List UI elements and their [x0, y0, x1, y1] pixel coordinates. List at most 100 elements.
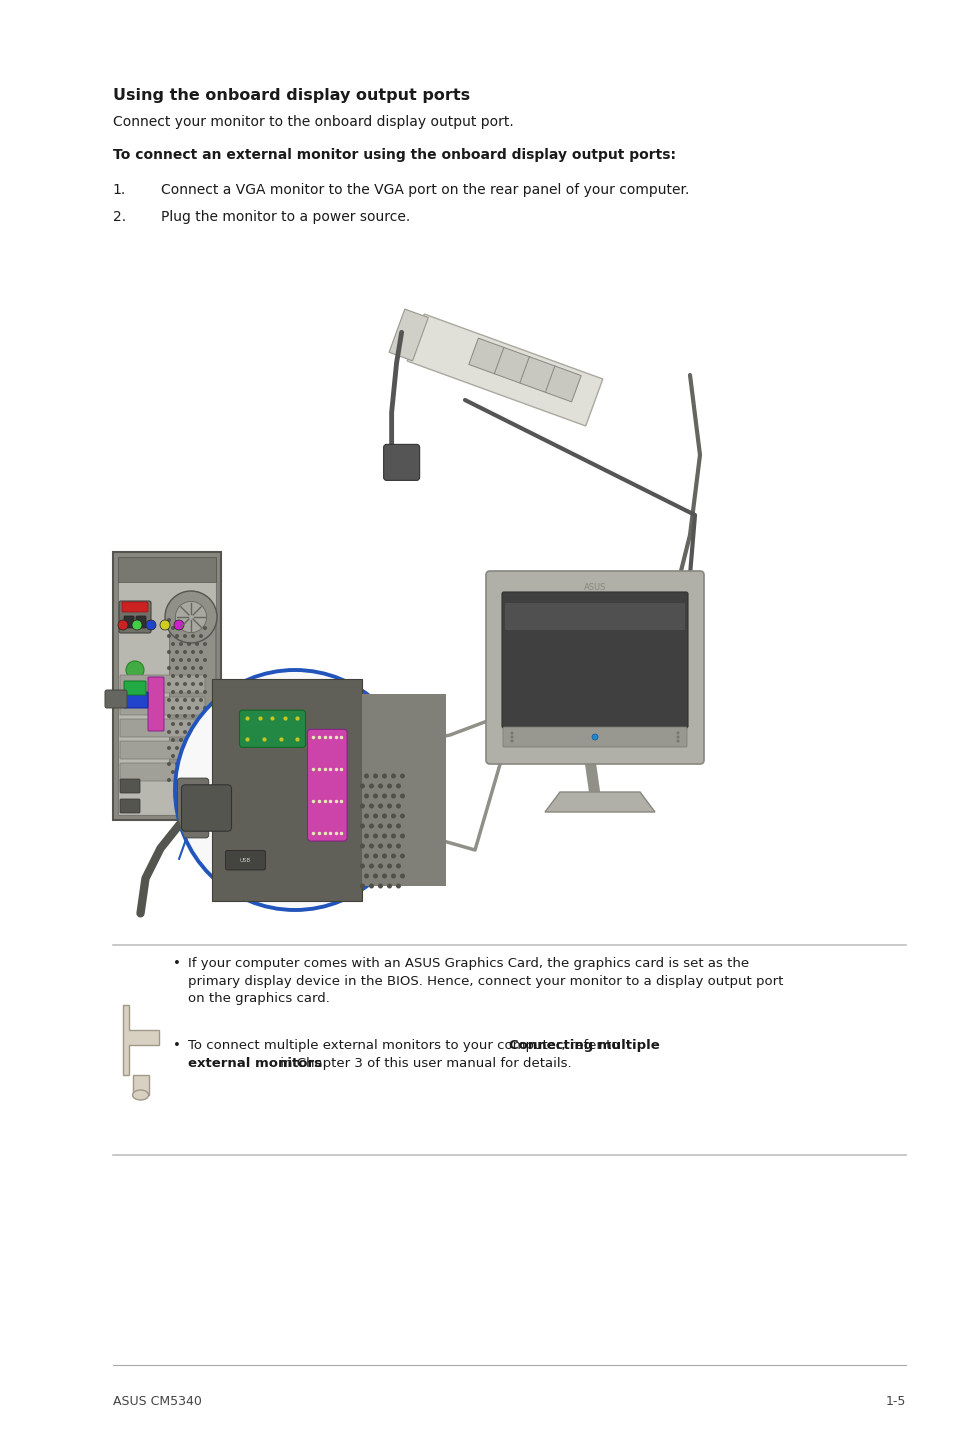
Circle shape — [364, 774, 369, 778]
Circle shape — [359, 863, 365, 869]
FancyBboxPatch shape — [177, 778, 209, 838]
Circle shape — [395, 863, 400, 869]
Circle shape — [203, 722, 207, 726]
Text: ASUS CM5340: ASUS CM5340 — [112, 1395, 201, 1408]
Circle shape — [175, 601, 207, 633]
Circle shape — [171, 690, 174, 695]
Text: Plug the monitor to a power source.: Plug the monitor to a power source. — [160, 210, 410, 224]
FancyBboxPatch shape — [181, 785, 232, 831]
Circle shape — [174, 715, 179, 718]
Circle shape — [391, 834, 395, 838]
Text: Using the onboard display output ports: Using the onboard display output ports — [112, 88, 469, 104]
Circle shape — [126, 661, 144, 679]
Circle shape — [165, 591, 216, 643]
Circle shape — [377, 883, 382, 889]
Circle shape — [191, 762, 194, 766]
Circle shape — [171, 722, 174, 726]
FancyBboxPatch shape — [120, 719, 205, 738]
Circle shape — [179, 626, 183, 630]
Text: 1.: 1. — [112, 183, 126, 197]
Circle shape — [191, 666, 194, 670]
Circle shape — [191, 618, 194, 623]
Circle shape — [171, 626, 174, 630]
FancyBboxPatch shape — [112, 552, 221, 820]
Circle shape — [194, 659, 199, 661]
Circle shape — [369, 824, 374, 828]
Circle shape — [183, 650, 187, 654]
Circle shape — [369, 784, 374, 788]
Circle shape — [179, 754, 183, 758]
Circle shape — [203, 754, 207, 758]
Text: •: • — [172, 958, 180, 971]
Circle shape — [399, 873, 405, 879]
Circle shape — [676, 739, 679, 742]
Circle shape — [167, 746, 171, 751]
Circle shape — [183, 746, 187, 751]
Circle shape — [160, 620, 170, 630]
Circle shape — [183, 762, 187, 766]
Circle shape — [194, 690, 199, 695]
Text: USB: USB — [240, 857, 251, 863]
Circle shape — [592, 733, 598, 741]
Circle shape — [174, 670, 415, 910]
FancyBboxPatch shape — [148, 677, 164, 731]
Circle shape — [364, 814, 369, 818]
Circle shape — [359, 844, 365, 848]
Circle shape — [510, 732, 513, 735]
FancyBboxPatch shape — [307, 729, 347, 841]
Circle shape — [359, 883, 365, 889]
Circle shape — [191, 746, 194, 751]
Circle shape — [187, 626, 191, 630]
Circle shape — [199, 778, 203, 782]
Polygon shape — [519, 357, 555, 393]
Polygon shape — [544, 792, 655, 812]
Circle shape — [187, 659, 191, 661]
Circle shape — [381, 814, 387, 818]
Circle shape — [199, 746, 203, 751]
FancyBboxPatch shape — [120, 697, 205, 715]
FancyBboxPatch shape — [118, 557, 215, 582]
Circle shape — [395, 883, 400, 889]
Circle shape — [187, 769, 191, 774]
Circle shape — [167, 731, 171, 733]
Circle shape — [391, 794, 395, 798]
Circle shape — [391, 854, 395, 858]
Circle shape — [199, 650, 203, 654]
Circle shape — [203, 659, 207, 661]
FancyBboxPatch shape — [383, 444, 419, 480]
Text: If your computer comes with an ASUS Graphics Card, the graphics card is set as t: If your computer comes with an ASUS Grap… — [188, 958, 782, 1005]
Circle shape — [395, 844, 400, 848]
Circle shape — [387, 883, 392, 889]
Circle shape — [364, 794, 369, 798]
Circle shape — [381, 834, 387, 838]
Circle shape — [369, 863, 374, 869]
Text: 2.: 2. — [112, 210, 126, 224]
Circle shape — [676, 735, 679, 739]
Circle shape — [387, 844, 392, 848]
Circle shape — [146, 620, 156, 630]
FancyBboxPatch shape — [225, 850, 265, 870]
Circle shape — [191, 778, 194, 782]
Text: external monitors: external monitors — [188, 1057, 321, 1070]
Circle shape — [118, 620, 128, 630]
Circle shape — [510, 739, 513, 742]
Circle shape — [391, 774, 395, 778]
Circle shape — [199, 762, 203, 766]
Circle shape — [194, 738, 199, 742]
FancyBboxPatch shape — [362, 695, 446, 886]
Circle shape — [194, 769, 199, 774]
Polygon shape — [468, 338, 504, 374]
FancyBboxPatch shape — [213, 679, 362, 902]
Circle shape — [174, 778, 179, 782]
Circle shape — [167, 762, 171, 766]
Circle shape — [199, 731, 203, 733]
Polygon shape — [407, 313, 602, 426]
Circle shape — [373, 834, 377, 838]
Circle shape — [199, 618, 203, 623]
Text: in Chapter 3 of this user manual for details.: in Chapter 3 of this user manual for det… — [276, 1057, 572, 1070]
Circle shape — [187, 754, 191, 758]
Polygon shape — [122, 1005, 158, 1076]
Circle shape — [187, 674, 191, 677]
FancyBboxPatch shape — [118, 557, 215, 815]
Circle shape — [387, 784, 392, 788]
